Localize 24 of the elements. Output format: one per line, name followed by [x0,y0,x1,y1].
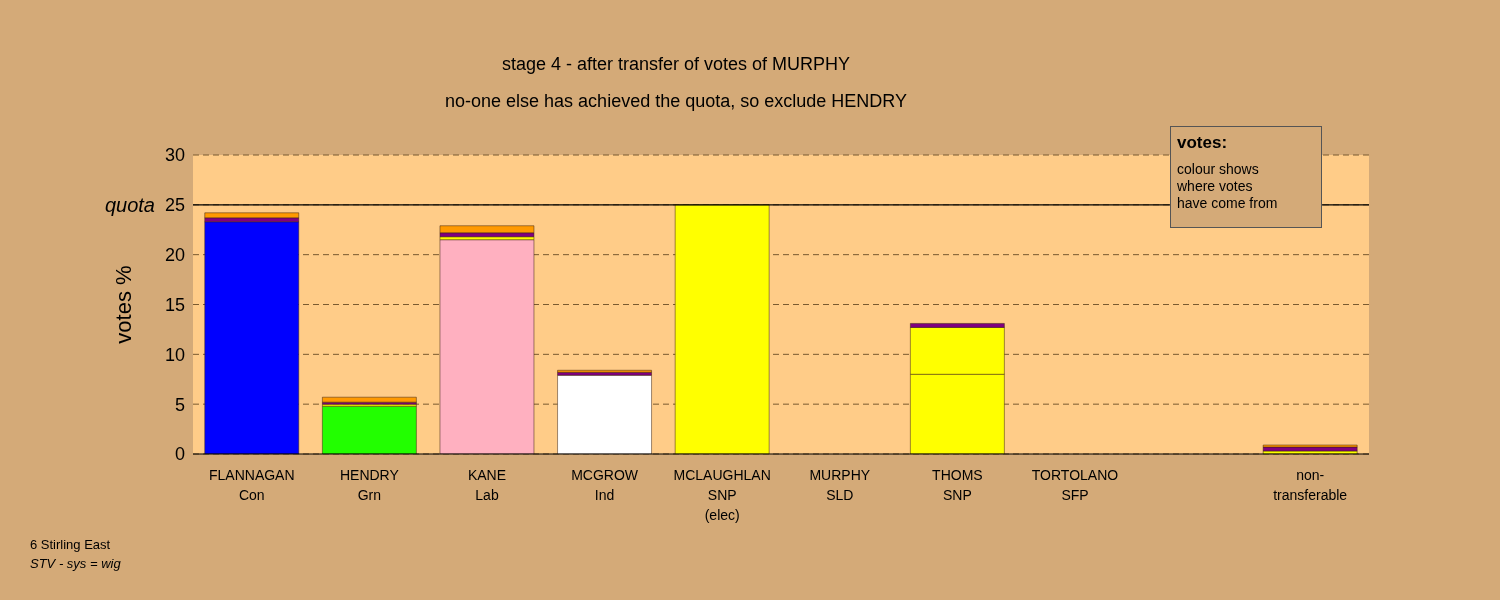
y-tick-label: 30 [164,145,185,166]
x-tick-label: FLANNAGAN Con [209,467,295,503]
y-axis-title: votes % [110,265,136,344]
annotation: colour shows where votes have come from [1177,161,1279,212]
x-tick-label: KANE Lab [467,467,507,503]
y-tick-label: 20 [164,245,185,266]
x-tick-label: non- transferable [1273,467,1348,503]
x-tick-label: MCGROW Ind [571,467,639,503]
y-tick-label: 10 [164,344,185,365]
y-tick-label: 0 [174,444,185,465]
text: 6 Stirling East [30,537,111,552]
x-tick-label: MCLAUGHLAN SNP (elec) [673,467,771,523]
x-tick-label: TORTOLANO SFP [1031,467,1119,503]
y-tick-label: 25 [164,195,185,216]
text: votes: [1177,133,1229,153]
chart-subtitle: no-one else has achieved the quota, so exclude HENDRY [444,91,908,112]
chart-title: stage 4 - after transfer of votes of MURPHY [500,54,852,75]
x-tick-label: HENDRY Grn [339,467,400,503]
ref-line-label: quota [104,193,155,216]
y-tick-label: 5 [174,394,185,415]
text: STV - sys = wig [30,556,121,571]
y-tick-label: 15 [164,294,185,315]
x-tick-label: MURPHY SLD [809,467,871,503]
x-tick-label: THOMS SNP [932,467,983,503]
